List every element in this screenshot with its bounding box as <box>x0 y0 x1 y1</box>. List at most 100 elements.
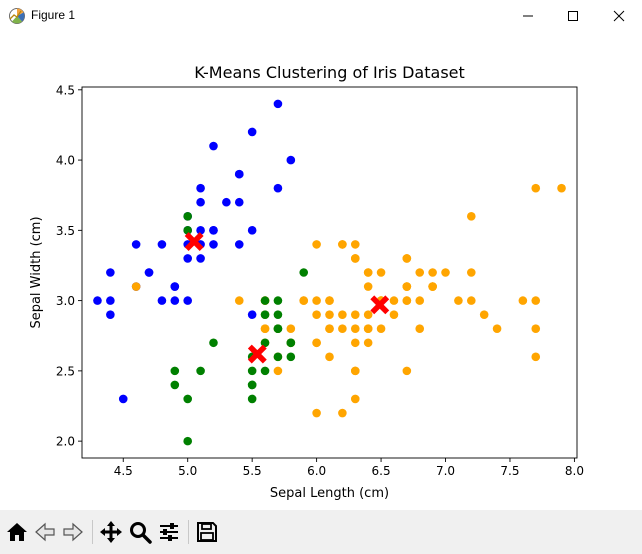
home-button[interactable] <box>4 519 30 545</box>
cluster-2-point <box>312 240 321 249</box>
cluster-1-point <box>196 226 205 235</box>
window-titlebar: Figure 1 <box>0 0 642 31</box>
cluster-3-point <box>273 352 283 362</box>
cluster-2-point <box>363 324 373 334</box>
cluster-1-point <box>157 240 167 249</box>
cluster-1-point <box>196 254 205 263</box>
cluster-2-point <box>286 324 296 334</box>
cluster-1-point <box>209 240 218 249</box>
cluster-2-point <box>402 254 412 263</box>
cluster-2-point <box>312 408 321 418</box>
scatter-plot: K-Means Clustering of Iris Dataset 4.5 5.0… <box>29 63 584 501</box>
cluster-1-point <box>144 268 154 277</box>
y-tick-label: 3.5 <box>56 224 75 238</box>
centroid-marker <box>370 295 390 315</box>
maximize-button[interactable] <box>550 0 596 31</box>
y-tick-label: 2.0 <box>56 435 75 449</box>
zoom-button[interactable] <box>127 519 153 545</box>
save-button[interactable] <box>194 519 220 545</box>
toolbar-separator <box>188 520 189 544</box>
close-button[interactable] <box>596 0 642 31</box>
figure-canvas[interactable]: K-Means Clustering of Iris Dataset 4.5 5.0… <box>0 31 642 510</box>
configure-subplots-icon <box>160 523 178 541</box>
cluster-1-point <box>234 169 244 179</box>
minimize-button[interactable] <box>505 0 551 31</box>
cluster-2-point <box>260 324 270 334</box>
cluster-2-point <box>338 310 347 319</box>
cluster-2-point <box>479 310 489 319</box>
cluster-2-point <box>350 240 360 249</box>
cluster-1-point <box>183 254 193 263</box>
cluster-2-point <box>234 296 244 305</box>
cluster-1-point <box>106 296 115 305</box>
x-axis-label: Sepal Length (cm) <box>270 486 389 501</box>
cluster-1-point <box>234 197 244 207</box>
cluster-3-point <box>196 366 205 376</box>
chart-title: K-Means Clustering of Iris Dataset <box>194 63 465 82</box>
x-tick-label: 7.0 <box>436 464 455 478</box>
cluster-2-point <box>312 338 321 348</box>
cluster-3-point <box>260 296 270 305</box>
cluster-1-point <box>286 155 296 165</box>
cluster-3-point <box>183 394 193 404</box>
cluster-2-point <box>363 268 373 277</box>
cluster-2-point <box>428 268 437 277</box>
cluster-2-point <box>415 296 425 305</box>
x-tick-label: 4.5 <box>114 464 133 478</box>
cluster-2-point <box>350 324 360 334</box>
cluster-3-point <box>170 380 180 390</box>
cluster-1-point <box>183 296 193 305</box>
cluster-2-point <box>273 366 283 376</box>
cluster-2-point <box>363 282 373 291</box>
cluster-2-point <box>325 324 334 334</box>
window-title: Figure 1 <box>31 8 76 22</box>
cluster-2-point <box>350 338 360 348</box>
axes-frame <box>81 86 578 459</box>
cluster-3-point <box>247 366 257 376</box>
cluster-1-point <box>209 226 218 235</box>
cluster-1-point <box>93 296 102 305</box>
cluster-2-point <box>557 183 566 193</box>
cluster-2-point <box>325 352 334 362</box>
cluster-1-point <box>196 183 205 193</box>
cluster-2-point <box>363 338 373 348</box>
toolbar-separator <box>92 520 93 544</box>
centroid-marker <box>184 232 204 252</box>
x-tick-label: 7.5 <box>500 464 519 478</box>
cluster-3-point <box>183 436 193 446</box>
cluster-3-point <box>170 366 180 376</box>
cluster-2-point <box>376 268 386 277</box>
pan-button[interactable] <box>98 519 124 545</box>
cluster-2-point <box>312 296 321 305</box>
cluster-2-point <box>518 296 528 305</box>
x-tick-label: 6.5 <box>372 464 391 478</box>
cluster-2-point <box>131 282 141 291</box>
cluster-3-point <box>247 394 257 404</box>
cluster-2-point <box>389 310 399 319</box>
y-axis-label: Sepal Width (cm) <box>29 216 44 328</box>
x-tick-label: 5.5 <box>243 464 262 478</box>
maximize-icon <box>568 10 578 21</box>
close-icon <box>613 10 625 21</box>
cluster-2-point <box>531 352 541 362</box>
cluster-2-point <box>299 296 309 305</box>
back-button[interactable] <box>32 519 58 545</box>
forward-button[interactable] <box>60 519 86 545</box>
cluster-1-point <box>170 296 180 305</box>
cluster-1-point <box>170 282 180 291</box>
cluster-2-point <box>402 282 412 291</box>
cluster-3-point <box>299 268 309 277</box>
cluster-1-point <box>222 197 231 207</box>
configure-subplots-button[interactable] <box>156 519 182 545</box>
centroid-marker <box>247 344 267 364</box>
cluster-1-point <box>247 310 257 319</box>
cluster-2-point <box>350 310 360 319</box>
y-tick-label: 3.0 <box>56 294 75 308</box>
cluster-3-point <box>273 310 283 319</box>
cluster-2-point <box>402 296 412 305</box>
cluster-2-point <box>466 268 476 277</box>
cluster-2-point <box>338 408 347 418</box>
cluster-2-point <box>389 296 399 305</box>
pan-move-icon <box>100 521 122 543</box>
cluster-1-point <box>118 394 128 404</box>
